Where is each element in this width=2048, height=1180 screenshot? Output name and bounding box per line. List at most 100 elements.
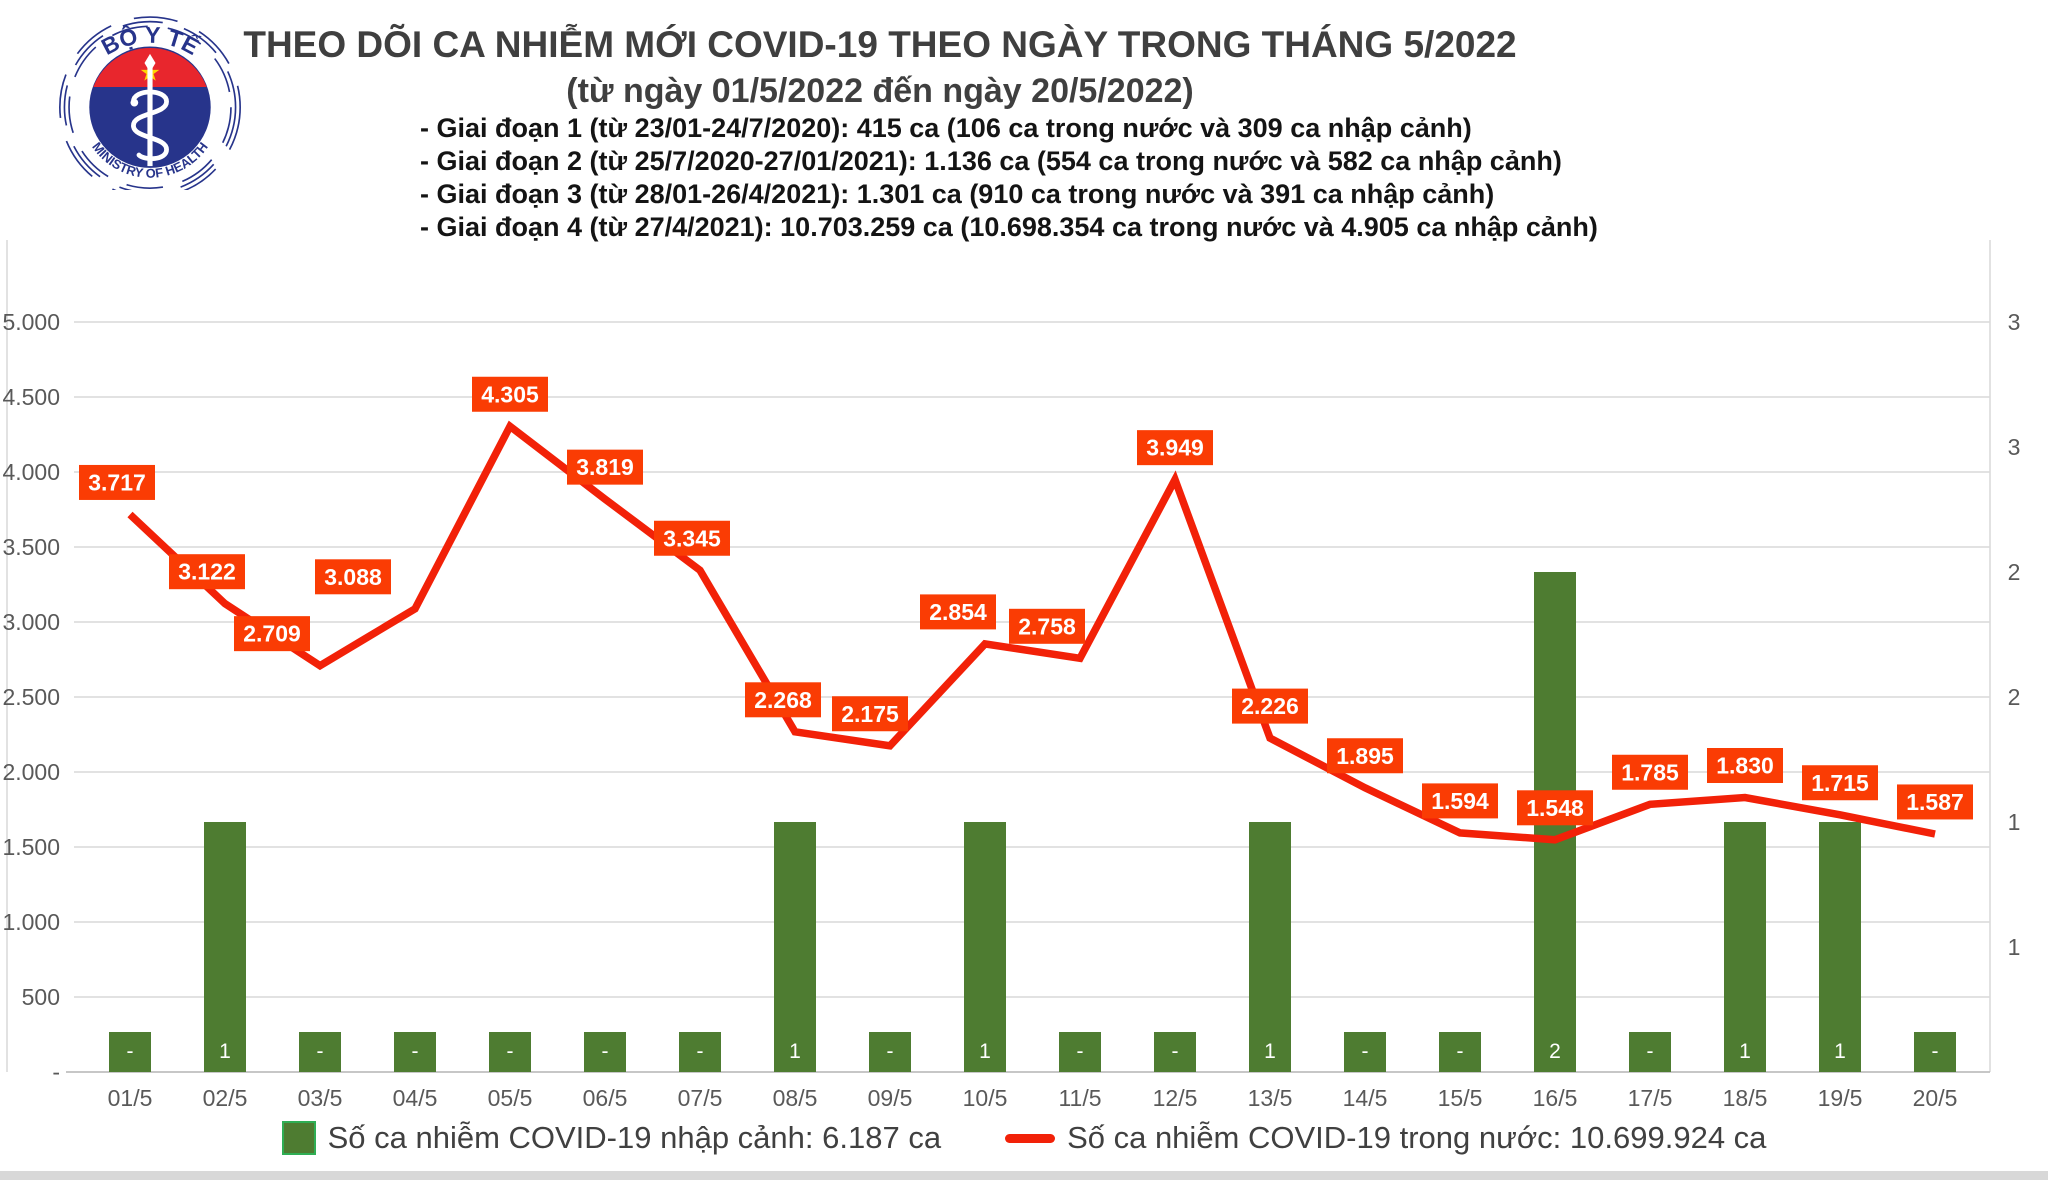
y-tick-label-right: 3: [2008, 434, 2021, 460]
bar: [1914, 1032, 1956, 1072]
phase-line-3: - Giai đoạn 3 (từ 28/01-26/4/2021): 1.30…: [420, 179, 1495, 209]
data-label-box: [169, 554, 245, 590]
bar: [394, 1032, 436, 1072]
data-label-box: [472, 376, 548, 412]
legend-item-domestic: Số ca nhiễm COVID-19 trong nước: 10.699.…: [1005, 1120, 1766, 1156]
y-tick-label-left: 3.000: [2, 609, 60, 635]
bar: [774, 822, 816, 1072]
bar: [299, 1032, 341, 1072]
data-label-box: [79, 464, 155, 500]
y-tick-label-left: 4.000: [2, 459, 60, 485]
data-label: 3.717: [88, 469, 146, 495]
logo-emblem: ★: [89, 46, 211, 168]
x-tick-label: 07/5: [678, 1085, 723, 1111]
bar: [964, 822, 1006, 1072]
data-label-box: [1707, 748, 1783, 783]
x-tick-label: 18/5: [1723, 1085, 1768, 1111]
bar-label: 1: [1834, 1040, 1846, 1063]
chart-legend: Số ca nhiễm COVID-19 nhập cảnh: 6.187 ca…: [0, 1120, 2048, 1156]
x-tick-label: 01/5: [108, 1085, 153, 1111]
x-tick-label: 10/5: [963, 1085, 1008, 1111]
bar-label: -: [412, 1040, 419, 1063]
bottom-border-strip: [0, 1171, 2048, 1180]
data-label-box: [1137, 430, 1213, 466]
bar: [1439, 1032, 1481, 1072]
bar-label: -: [127, 1040, 134, 1063]
bar-label: -: [1647, 1040, 1654, 1063]
phase-line-2: - Giai đoạn 2 (từ 25/7/2020-27/01/2021):…: [420, 146, 1562, 176]
bar-label: 1: [219, 1040, 231, 1063]
bar: [1249, 822, 1291, 1072]
bar-label: -: [1457, 1040, 1464, 1063]
bar-label: 1: [1264, 1040, 1276, 1063]
data-label: 3.122: [178, 559, 236, 585]
data-label: 3.949: [1146, 435, 1204, 461]
bar-label: -: [317, 1040, 324, 1063]
data-label-box: [1517, 790, 1593, 826]
data-label-box: [1802, 765, 1878, 801]
data-label: 2.268: [754, 687, 812, 713]
data-label: 2.709: [243, 621, 301, 647]
moh-logo: BỘ Y TẾ MINISTRY OF HEALTH ★: [58, 6, 242, 199]
x-tick-label: 17/5: [1628, 1085, 1673, 1111]
bar-label: -: [1172, 1040, 1179, 1063]
bar-label: -: [1077, 1040, 1084, 1063]
bar: [489, 1032, 531, 1072]
bar: [204, 822, 246, 1072]
data-label-box: [1897, 784, 1973, 820]
x-tick-label: 03/5: [298, 1085, 343, 1111]
data-label-box: [654, 520, 730, 556]
x-tick-label: 02/5: [203, 1085, 248, 1111]
y-tick-label-left: 2.500: [2, 684, 60, 710]
bar-label: -: [697, 1040, 704, 1063]
caduceus-icon: [130, 53, 169, 167]
phase-line-1: - Giai đoạn 1 (từ 23/01-24/7/2020): 415 …: [420, 113, 1472, 143]
data-label: 1.548: [1526, 795, 1584, 821]
trend-line: [127, 420, 1936, 844]
data-label: 1.587: [1906, 789, 1964, 815]
bar-label: 1: [979, 1040, 991, 1063]
x-tick-label: 09/5: [868, 1085, 913, 1111]
y-tick-label-right: 1: [2008, 934, 2021, 960]
data-label-box: [745, 682, 821, 718]
x-tick-label: 05/5: [488, 1085, 533, 1111]
legend-item-imported: Số ca nhiễm COVID-19 nhập cảnh: 6.187 ca: [281, 1120, 942, 1156]
data-label-box: [567, 449, 643, 485]
page-title: THEO DÕI CA NHIỄM MỚI COVID-19 THEO NGÀY…: [243, 24, 1517, 65]
y-tick-label-left: -: [52, 1059, 60, 1085]
legend-label-imported: Số ca nhiễm COVID-19 nhập cảnh: 6.187 ca: [327, 1120, 942, 1155]
bar-label: 2: [1549, 1040, 1561, 1063]
data-label-box: [1422, 783, 1498, 819]
data-label: 2.758: [1018, 613, 1076, 639]
line-series-swatch: [1005, 1133, 1056, 1143]
data-label-box: [1612, 754, 1688, 790]
data-label-box: [832, 696, 908, 732]
page-subtitle: (từ ngày 01/5/2022 đến ngày 20/5/2022): [566, 72, 1194, 110]
moh-logo-graphic: BỘ Y TẾ MINISTRY OF HEALTH ★: [59, 16, 241, 199]
data-label-box: [1232, 688, 1308, 724]
data-label: 4.305: [481, 381, 539, 407]
bar: [584, 1032, 626, 1072]
y-tick-label-left: 5.000: [2, 309, 60, 335]
bar-label: -: [507, 1040, 514, 1063]
y-tick-label-left: 500: [22, 984, 60, 1010]
data-label-box: [1327, 738, 1403, 774]
x-tick-label: 19/5: [1818, 1085, 1863, 1111]
bar: [869, 1032, 911, 1072]
bar-label: -: [1362, 1040, 1369, 1063]
y-tick-label-left: 3.500: [2, 534, 60, 560]
bar-label: 1: [789, 1040, 801, 1063]
y-tick-label-left: 1.500: [2, 834, 60, 860]
x-tick-label: 06/5: [583, 1085, 628, 1111]
bar-label: -: [1932, 1040, 1939, 1063]
phase-line-4: - Giai đoạn 4 (từ 27/4/2021): 10.703.259…: [420, 212, 1598, 242]
y-tick-label-right: 2: [2008, 684, 2021, 710]
x-tick-label: 11/5: [1058, 1085, 1101, 1111]
bar-label: -: [602, 1040, 609, 1063]
bar-series-swatch: [281, 1121, 316, 1155]
y-tick-label-right: 2: [2008, 559, 2021, 585]
bar: [1344, 1032, 1386, 1072]
x-tick-label: 13/5: [1248, 1085, 1293, 1111]
